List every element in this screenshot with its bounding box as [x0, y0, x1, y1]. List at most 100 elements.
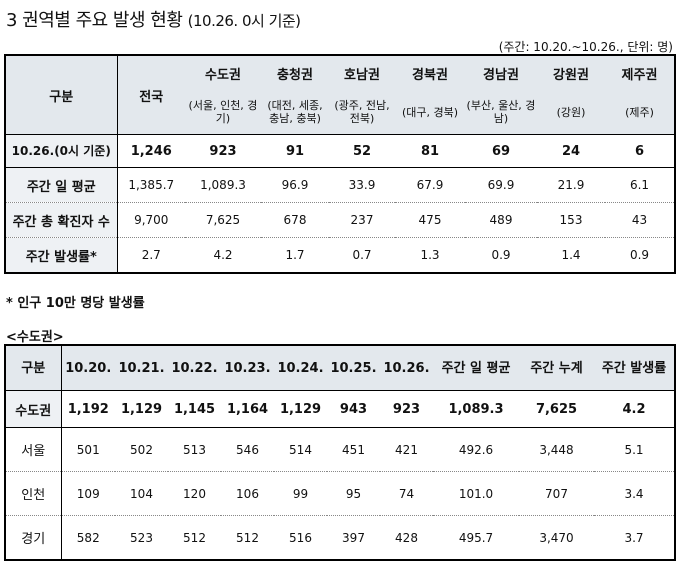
table2-header: 주간 발생률 [594, 345, 675, 391]
cell: 582 [61, 516, 115, 561]
cell: 109 [61, 472, 115, 516]
cell: 0.9 [465, 238, 537, 274]
cell: 492.6 [433, 428, 519, 472]
cell: 99 [274, 472, 327, 516]
table1-region-sub: (대전, 세종, 충남, 충북) [261, 90, 329, 135]
cell: 3.7 [594, 516, 675, 561]
cell: 1.7 [261, 238, 329, 274]
table1-region-sub: (대구, 경북) [395, 90, 465, 135]
cell: 21.9 [537, 168, 605, 203]
table2-header: 10.26. [380, 345, 433, 391]
title-sub: (10.26. 0시 기준) [188, 12, 301, 30]
cell: 7,625 [185, 203, 261, 238]
cell: 707 [519, 472, 594, 516]
table1-region-sub: (서울, 인천, 경기) [185, 90, 261, 135]
cell: 2.7 [117, 238, 185, 274]
table2-header: 주간 누계 [519, 345, 594, 391]
cell: 1,385.7 [117, 168, 185, 203]
row-label: 10.26.(0시 기준) [5, 135, 117, 168]
cell: 451 [327, 428, 380, 472]
table2-header-row: 구분 10.20. 10.21. 10.22. 10.23. 10.24. 10… [5, 345, 675, 391]
cell: 237 [329, 203, 395, 238]
table1-header-label: 구분 [5, 55, 117, 135]
cell: 397 [327, 516, 380, 561]
row-label: 주간 총 확진자 수 [5, 203, 117, 238]
table-row: 수도권 1,192 1,129 1,145 1,164 1,129 943 92… [5, 391, 675, 428]
cell: 81 [395, 135, 465, 168]
table-row: 10.26.(0시 기준) 1,246 923 91 52 81 69 24 6 [5, 135, 675, 168]
section-label: <수도권> [6, 326, 64, 345]
cell: 428 [380, 516, 433, 561]
table1-region-name: 호남권 [329, 55, 395, 90]
cell: 9,700 [117, 203, 185, 238]
table2-header: 10.24. [274, 345, 327, 391]
cell: 52 [329, 135, 395, 168]
cell: 513 [168, 428, 221, 472]
cell: 943 [327, 391, 380, 428]
table-row: 인천 109 104 120 106 99 95 74 101.0 707 3.… [5, 472, 675, 516]
cell: 678 [261, 203, 329, 238]
table-row: 주간 일 평균 1,385.7 1,089.3 96.9 33.9 67.9 6… [5, 168, 675, 203]
table2-header: 10.25. [327, 345, 380, 391]
table1-header-national: 전국 [117, 55, 185, 135]
table2-header: 10.22. [168, 345, 221, 391]
cell: 6 [605, 135, 675, 168]
cell: 1,164 [221, 391, 274, 428]
cell: 516 [274, 516, 327, 561]
cell: 4.2 [185, 238, 261, 274]
table1-region-name: 강원권 [537, 55, 605, 90]
cell: 7,625 [519, 391, 594, 428]
capital-area-table: 구분 10.20. 10.21. 10.22. 10.23. 10.24. 10… [4, 344, 676, 561]
cell: 104 [115, 472, 168, 516]
cell: 4.2 [594, 391, 675, 428]
table2-header: 구분 [5, 345, 61, 391]
cell: 3,470 [519, 516, 594, 561]
cell: 0.9 [605, 238, 675, 274]
cell: 1,129 [115, 391, 168, 428]
cell: 3,448 [519, 428, 594, 472]
cell: 69.9 [465, 168, 537, 203]
table-row: 서울 501 502 513 546 514 451 421 492.6 3,4… [5, 428, 675, 472]
cell: 923 [380, 391, 433, 428]
table2-header: 주간 일 평균 [433, 345, 519, 391]
cell: 512 [221, 516, 274, 561]
row-label: 주간 일 평균 [5, 168, 117, 203]
table-row: 주간 총 확진자 수 9,700 7,625 678 237 475 489 1… [5, 203, 675, 238]
cell: 923 [185, 135, 261, 168]
table-row: 주간 발생률* 2.7 4.2 1.7 0.7 1.3 0.9 1.4 0.9 [5, 238, 675, 274]
cell: 502 [115, 428, 168, 472]
page-title: 3 권역별 주요 발생 현황 (10.26. 0시 기준) [6, 6, 301, 32]
table2-header: 10.23. [221, 345, 274, 391]
cell: 421 [380, 428, 433, 472]
regional-summary-table: 구분 전국 수도권 충청권 호남권 경북권 경남권 강원권 제주권 (서울, 인… [4, 54, 676, 274]
row-label: 서울 [5, 428, 61, 472]
cell: 512 [168, 516, 221, 561]
table1-region-name: 경북권 [395, 55, 465, 90]
cell: 67.9 [395, 168, 465, 203]
cell: 489 [465, 203, 537, 238]
table1-region-name: 경남권 [465, 55, 537, 90]
row-label: 수도권 [5, 391, 61, 428]
table1-region-sub: (광주, 전남, 전북) [329, 90, 395, 135]
cell: 43 [605, 203, 675, 238]
table2-header: 10.21. [115, 345, 168, 391]
cell: 95 [327, 472, 380, 516]
cell: 1,145 [168, 391, 221, 428]
cell: 3.4 [594, 472, 675, 516]
unit-note: (주간: 10.20.~10.26., 단위: 명) [499, 38, 673, 55]
cell: 501 [61, 428, 115, 472]
row-label: 경기 [5, 516, 61, 561]
table1-header-row: 구분 전국 수도권 충청권 호남권 경북권 경남권 강원권 제주권 [5, 55, 675, 90]
table1-region-name: 충청권 [261, 55, 329, 90]
title-main: 3 권역별 주요 발생 현황 [6, 10, 182, 31]
cell: 91 [261, 135, 329, 168]
table1-region-sub: (제주) [605, 90, 675, 135]
table2-header: 10.20. [61, 345, 115, 391]
cell: 74 [380, 472, 433, 516]
footnote: * 인구 10만 명당 발생률 [6, 292, 145, 311]
cell: 120 [168, 472, 221, 516]
table-row: 경기 582 523 512 512 516 397 428 495.7 3,4… [5, 516, 675, 561]
cell: 6.1 [605, 168, 675, 203]
cell: 1,089.3 [433, 391, 519, 428]
table1-region-sub: (강원) [537, 90, 605, 135]
